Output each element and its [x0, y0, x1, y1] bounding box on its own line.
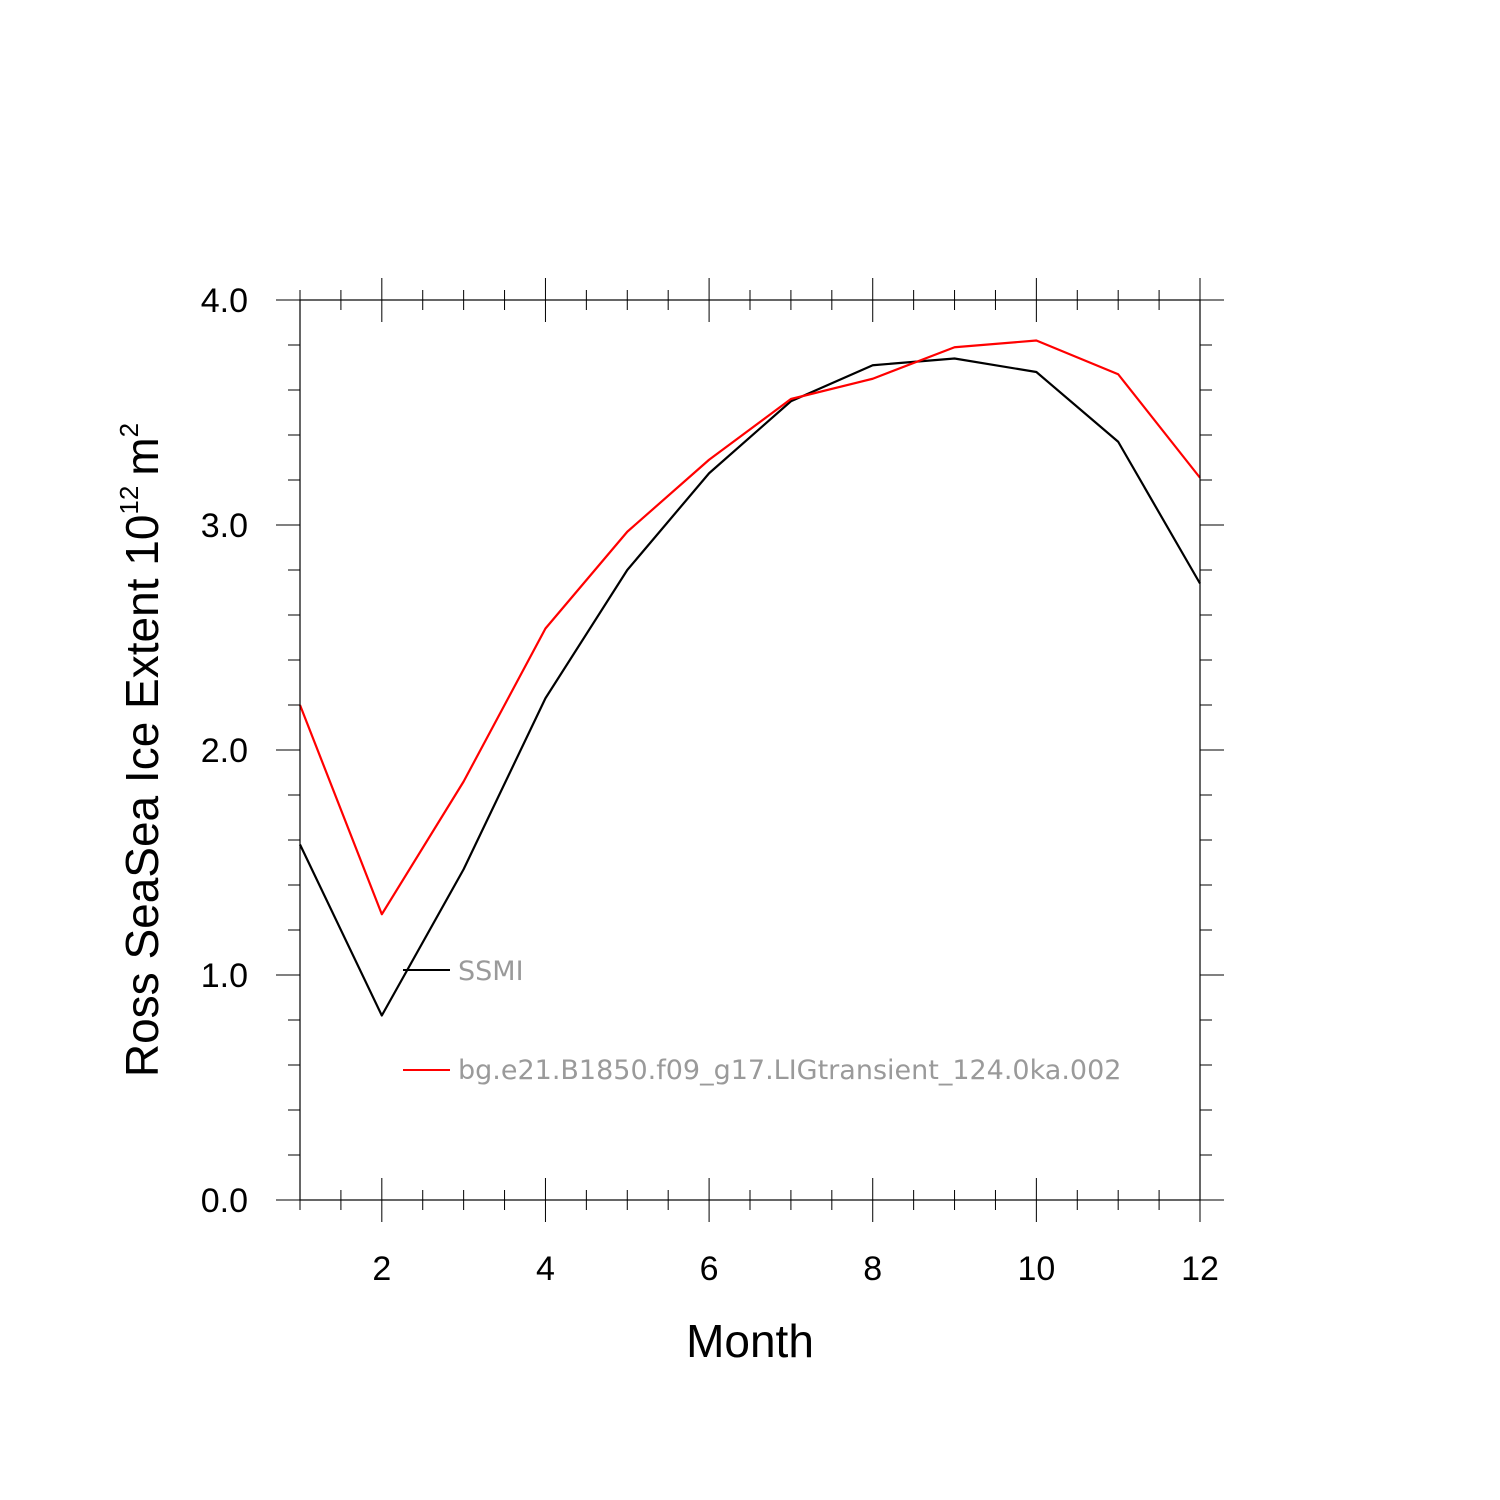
- x-tick-label: 10: [1017, 1250, 1055, 1288]
- x-axis-title: Month: [686, 1315, 814, 1367]
- legend-label-ssmi: SSMI: [458, 956, 524, 987]
- y-axis-title: Ross SeaSea Ice Extent 1012 m2: [114, 423, 168, 1077]
- y-axis-title-exponent: 12: [114, 486, 144, 515]
- y-tick-label: 1.0: [201, 957, 248, 995]
- plot-frame: [299, 299, 1201, 1201]
- svg-text:Ross SeaSea Ice Extent 1012m2: Ross SeaSea Ice Extent 1012 m2: [114, 423, 168, 1077]
- series-lines: [298, 339, 1201, 1017]
- legend-label-model: bg.e21.B1850.f09_g17.LIGtransient_124.0k…: [458, 1055, 1121, 1086]
- y-tick-label: 0.0: [201, 1182, 248, 1220]
- x-tick-label: 6: [700, 1250, 719, 1288]
- y-axis-title-unit: m: [116, 437, 168, 475]
- x-tick-label: 12: [1181, 1250, 1219, 1288]
- y-tick-label: 2.0: [201, 732, 248, 770]
- x-tick-label: 8: [863, 1250, 882, 1288]
- y-axis-title-unit-exponent: 2: [114, 423, 144, 437]
- y-tick-label: 3.0: [201, 507, 248, 545]
- legend: SSMI bg.e21.B1850.f09_g17.LIGtransient_1…: [403, 956, 1121, 1086]
- x-tick-label: 2: [372, 1250, 391, 1288]
- y-tick-label: 4.0: [201, 282, 248, 320]
- series-line-ssmi: [299, 357, 1201, 1017]
- series-line-model: [298, 339, 1201, 916]
- y-axis-title-main: Ross SeaSea Ice Extent 10: [116, 515, 168, 1078]
- tick-labels: 2 4 6 8 10 12 0.0 1.0 2.0 3.0 4.0: [201, 282, 1219, 1288]
- x-tick-label: 4: [536, 1250, 555, 1288]
